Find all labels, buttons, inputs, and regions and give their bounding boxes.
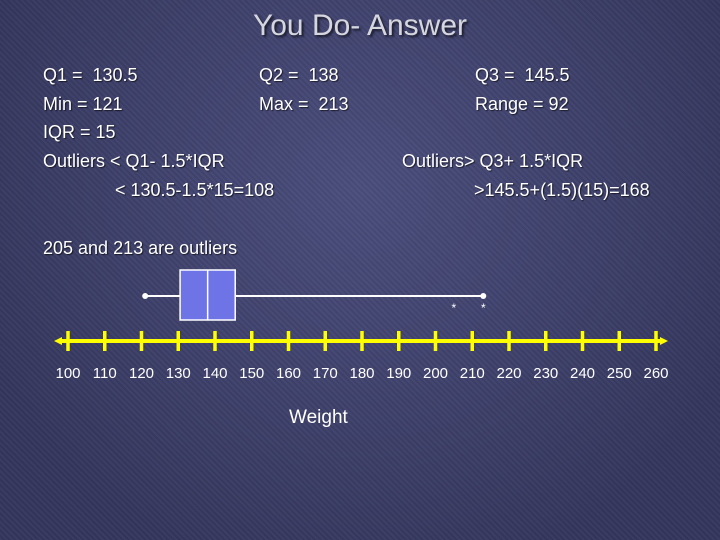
tick-label: 240 [569,365,596,382]
tick-label: 250 [606,365,632,382]
outlier-marker: * [452,301,457,315]
outliers-conclusion: 205 and 213 are outliers [43,238,238,258]
tick-label: 140 [202,365,228,382]
outliers-high-calc: >145.5+(1.5)(15)=168 [474,180,650,200]
tick-label: 120 [128,365,155,382]
whisker-high-dot [480,293,487,299]
tick-label: 150 [239,365,265,382]
tick-label: 220 [496,365,522,382]
tick-label: 110 [92,365,117,382]
x-axis-label: Weight [289,407,348,428]
outlier-marker: * [481,301,486,315]
number-line-arrow-left [54,337,62,345]
tick-label: 200 [422,365,449,382]
number-line-arrow-right [660,337,668,345]
tick-label: 210 [459,365,485,382]
iqr-text: IQR = 15 [43,122,116,142]
outliers-low-calc: < 130.5-1.5*15=108 [115,180,275,200]
tick-label: 260 [643,365,669,382]
whisker-low-dot [142,293,149,299]
min-text: Min = 121 [43,94,123,114]
tick-label: 100 [55,365,81,382]
q3-text: Q3 = 145.5 [475,65,570,85]
tick-label: 180 [349,365,375,382]
range-text: Range = 92 [475,94,569,114]
max-text: Max = 213 [259,94,349,114]
tick-label: 160 [275,365,302,382]
q1-text: Q1 = 130.5 [43,65,138,85]
q2-text: Q2 = 138 [259,65,339,85]
axis-tick-labels: 100 110 120 130 140 150 160 170 180 190 200 210 220 2… [0,365,720,385]
tick-label: 170 [312,365,338,382]
tick-label: 130 [165,365,191,382]
outliers-high-rule: Outliers> Q3+ 1.5*IQR [402,151,584,171]
tick-label: 190 [386,365,412,382]
outliers-low-rule: Outliers < Q1- 1.5*IQR [43,151,225,171]
slide-title: You Do- Answer [252,9,467,42]
tick-label: 230 [533,365,559,382]
